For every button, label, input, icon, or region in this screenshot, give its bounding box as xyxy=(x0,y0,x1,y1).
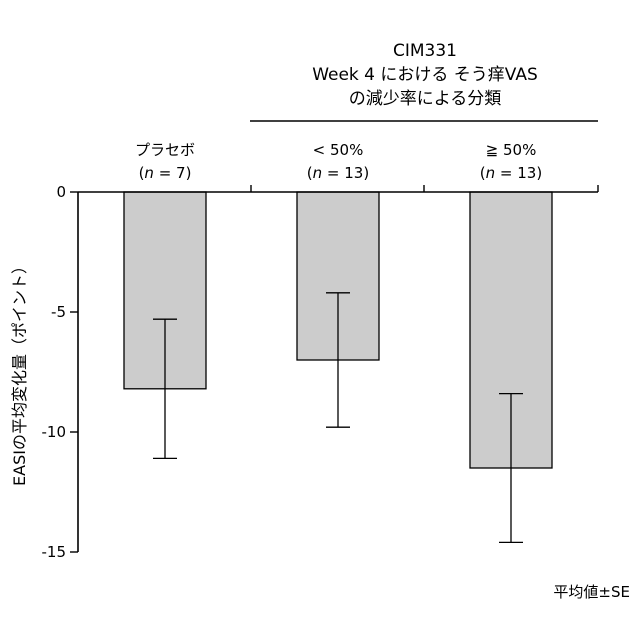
y-tick-label-3: -15 xyxy=(42,543,67,561)
se-note: 平均値±SE xyxy=(553,583,630,601)
n-label-over-50: (n = 13) xyxy=(480,164,542,182)
y-ticks-group: 0 -5 -10 -15 xyxy=(42,183,79,561)
category-labels: プラセボ < 50% ≧ 50% xyxy=(135,141,536,159)
category-label-over-50: ≧ 50% xyxy=(486,141,537,159)
category-label-placebo: プラセボ xyxy=(135,141,195,159)
y-axis-label: EASIの平均変化量（ポイント） xyxy=(10,258,29,486)
category-label-under-50: < 50% xyxy=(313,141,364,159)
y-tick-label-0: 0 xyxy=(56,183,66,201)
y-tick-label-1: -5 xyxy=(51,303,66,321)
error-bars-group xyxy=(153,293,523,543)
n-label-under-50: (n = 13) xyxy=(307,164,369,182)
y-tick-label-2: -10 xyxy=(42,423,67,441)
title-line-3: の減少率による分類 xyxy=(349,89,502,109)
chart-title: CIM331 Week 4 における そう痒VAS の減少率による分類 xyxy=(312,41,538,109)
n-labels: (n = 7) (n = 13) (n = 13) xyxy=(139,164,543,182)
n-label-placebo: (n = 7) xyxy=(139,164,192,182)
title-line-1: CIM331 xyxy=(393,41,457,61)
title-line-2: Week 4 における そう痒VAS xyxy=(312,65,538,85)
